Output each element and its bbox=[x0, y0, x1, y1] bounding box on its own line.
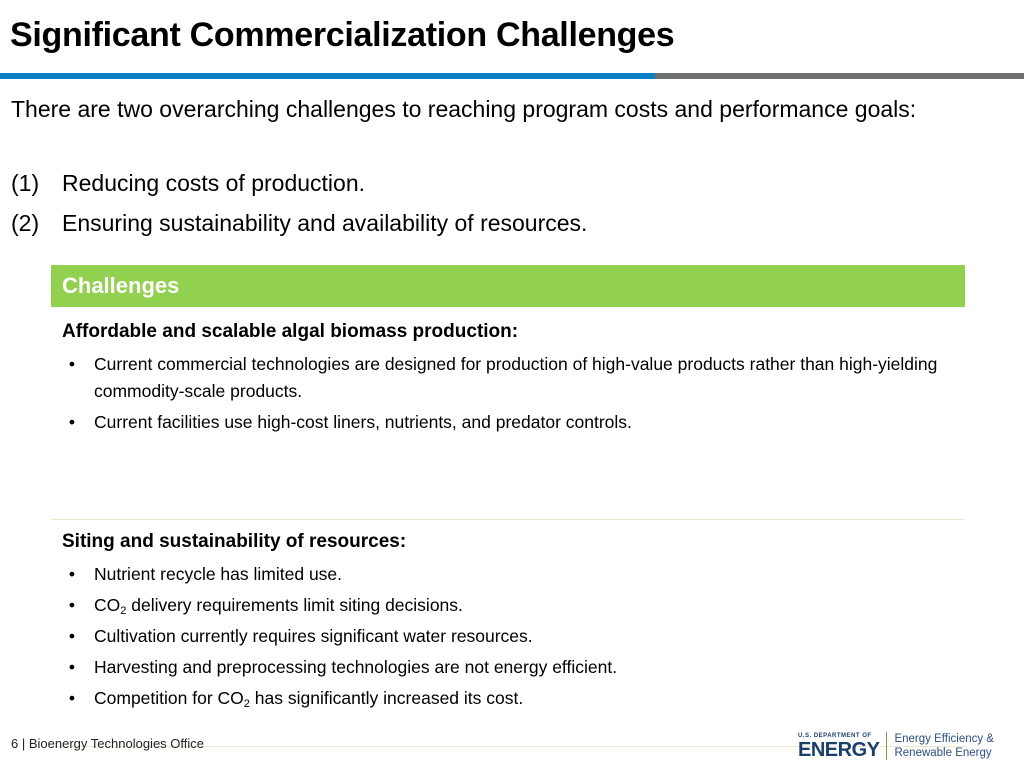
bullet-text: Current commercial technologies are desi… bbox=[94, 354, 938, 401]
title-rule-gray bbox=[655, 73, 1024, 79]
bullet-text: Current facilities use high-cost liners,… bbox=[94, 412, 632, 432]
bullet-glyph: • bbox=[68, 564, 76, 584]
item-text: Reducing costs of production. bbox=[62, 170, 366, 196]
logo-line-2: Renewable Energy bbox=[894, 747, 992, 759]
page-title: Significant Commercialization Challenges bbox=[10, 16, 675, 54]
logo-divider bbox=[886, 732, 888, 760]
numbered-item: (2) Ensuring sustainability and availabil… bbox=[11, 206, 587, 240]
bullet-text-pre: CO bbox=[94, 595, 121, 615]
bullet-text: Harvesting and preprocessing technologie… bbox=[94, 657, 618, 677]
bullet-glyph: • bbox=[68, 657, 76, 677]
doe-eere-logo: U.S. DEPARTMENT OF ENERGY Energy Efficie… bbox=[798, 731, 994, 761]
section-heading: Siting and sustainability of resources: bbox=[62, 531, 407, 552]
list-item: • Current facilities use high-cost liners… bbox=[62, 409, 945, 436]
logo-line-1: Energy Efficiency & bbox=[894, 733, 994, 745]
section-heading: Affordable and scalable algal biomass pr… bbox=[62, 321, 519, 342]
list-item: • Cultivation currently requires signific… bbox=[62, 623, 945, 650]
subscript: 2 bbox=[120, 605, 127, 617]
bullet-list: • Current commercial technologies are des… bbox=[62, 351, 945, 436]
numbered-item: (1) Reducing costs of production. bbox=[11, 166, 365, 200]
bullet-text: Nutrient recycle has limited use. bbox=[94, 564, 343, 584]
bullet-text: Competition for CO2 has significantly in… bbox=[94, 688, 524, 710]
bullet-text-post: delivery requirements limit siting decis… bbox=[126, 595, 463, 615]
challenges-table: Challenges Affordable and scalable algal… bbox=[51, 265, 965, 747]
bullet-text: Cultivation currently requires significa… bbox=[94, 626, 533, 646]
bullet-glyph: • bbox=[68, 412, 76, 432]
list-item: • Harvesting and preprocessing technologi… bbox=[62, 654, 945, 681]
eere-wordmark: Energy Efficiency & Renewable Energy bbox=[894, 732, 994, 760]
table-header: Challenges bbox=[51, 265, 965, 307]
table-row: Affordable and scalable algal biomass pr… bbox=[51, 307, 965, 520]
list-item: • Nutrient recycle has limited use. bbox=[62, 561, 945, 588]
bullet-list: • Nutrient recycle has limited use. • CO2 … bbox=[62, 561, 945, 712]
title-rule-blue bbox=[0, 73, 655, 79]
table-row: Siting and sustainability of resources: … bbox=[51, 520, 965, 747]
intro-text: There are two overarching challenges to … bbox=[11, 96, 917, 122]
list-item: • CO2 delivery requirements limit siting … bbox=[62, 592, 945, 619]
bullet-text-pre: Competition for CO bbox=[94, 688, 244, 708]
item-text: Ensuring sustainability and availability… bbox=[62, 210, 588, 236]
doe-wordmark: U.S. DEPARTMENT OF ENERGY bbox=[798, 732, 880, 761]
bullet-glyph: • bbox=[68, 688, 76, 708]
list-item: • Competition for CO2 has significantly i… bbox=[62, 685, 945, 712]
item-number: (1) bbox=[11, 170, 40, 196]
page-number: 6 bbox=[11, 736, 19, 751]
logo-dept-text: U.S. DEPARTMENT OF bbox=[798, 732, 872, 739]
subscript: 2 bbox=[243, 698, 250, 710]
bullet-glyph: • bbox=[68, 354, 76, 374]
list-item: • Current commercial technologies are des… bbox=[62, 351, 945, 405]
office-name: Bioenergy Technologies Office bbox=[28, 736, 205, 751]
logo-energy-text: ENERGY bbox=[798, 738, 880, 761]
footer: 6 | Bioenergy Technologies Office bbox=[11, 736, 204, 751]
item-number: (2) bbox=[11, 210, 40, 236]
bullet-glyph: • bbox=[68, 626, 76, 646]
bullet-text: CO2 delivery requirements limit siting d… bbox=[94, 595, 463, 617]
bullet-text-post: has significantly increased its cost. bbox=[249, 688, 524, 708]
footer-separator: | bbox=[21, 736, 26, 751]
bullet-glyph: • bbox=[68, 595, 76, 615]
